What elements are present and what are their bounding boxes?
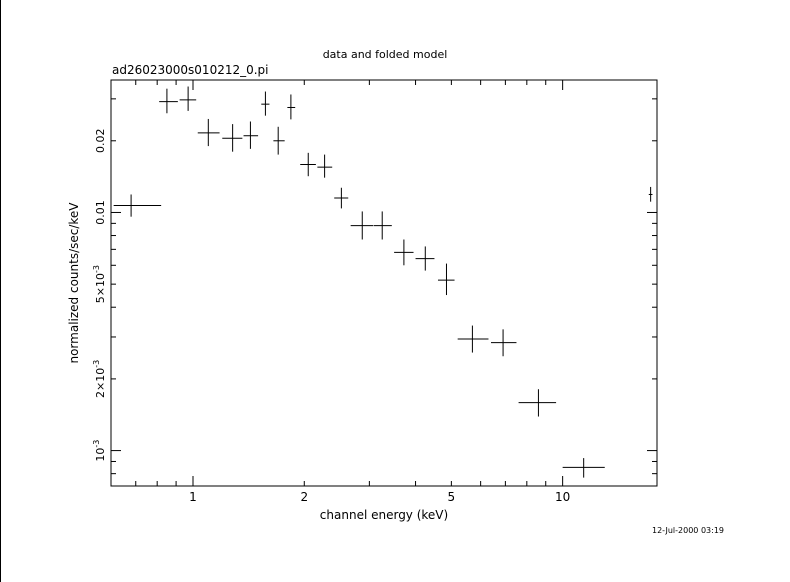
y-axis-label: normalized counts/sec/keV	[67, 202, 81, 364]
data-point	[437, 263, 455, 296]
data-point	[562, 458, 605, 478]
data-point	[457, 325, 489, 353]
data-point	[113, 194, 162, 217]
data-point	[518, 389, 557, 417]
data-point	[300, 152, 316, 177]
data-point	[648, 186, 653, 202]
x-tick-label: 2	[300, 490, 308, 504]
data-point	[179, 86, 197, 111]
x-axis-label: channel energy (keV)	[320, 508, 448, 522]
data-point	[350, 211, 374, 240]
data-point	[394, 239, 414, 266]
data-point	[243, 121, 259, 149]
x-tick-label: 1	[189, 490, 197, 504]
y-tick-label: 10-3	[92, 440, 107, 462]
y-tick-label: 5×10-3	[92, 265, 107, 303]
y-tick-label: 0.01	[94, 200, 107, 225]
window-left-edge	[0, 0, 1, 582]
data-point	[159, 88, 178, 114]
plot-frame	[110, 79, 658, 487]
data-point	[273, 126, 285, 155]
data-point	[334, 187, 349, 209]
data-points	[113, 86, 653, 478]
chart-subtitle: ad26023000s010212_0.pi	[112, 63, 269, 77]
axis-ticks	[110, 80, 657, 486]
data-point	[261, 91, 270, 116]
y-tick-label: 0.02	[94, 129, 107, 154]
data-point	[373, 211, 392, 240]
data-point	[317, 154, 333, 178]
y-tick-label: 2×10-3	[92, 360, 107, 398]
axis-tick-labels: 1 2 5 10 10-3 2×10-3 5×10-3 0.01 0.02	[92, 129, 570, 504]
data-point	[197, 118, 220, 147]
x-tick-label: 10	[555, 490, 570, 504]
data-point	[415, 246, 435, 271]
data-point	[490, 329, 517, 357]
chart-title: data and folded model	[323, 48, 448, 61]
data-point	[287, 94, 296, 120]
data-point	[222, 124, 243, 152]
plot-timestamp: 12-Jul-2000 03:19	[652, 526, 724, 535]
x-tick-label: 5	[448, 490, 456, 504]
